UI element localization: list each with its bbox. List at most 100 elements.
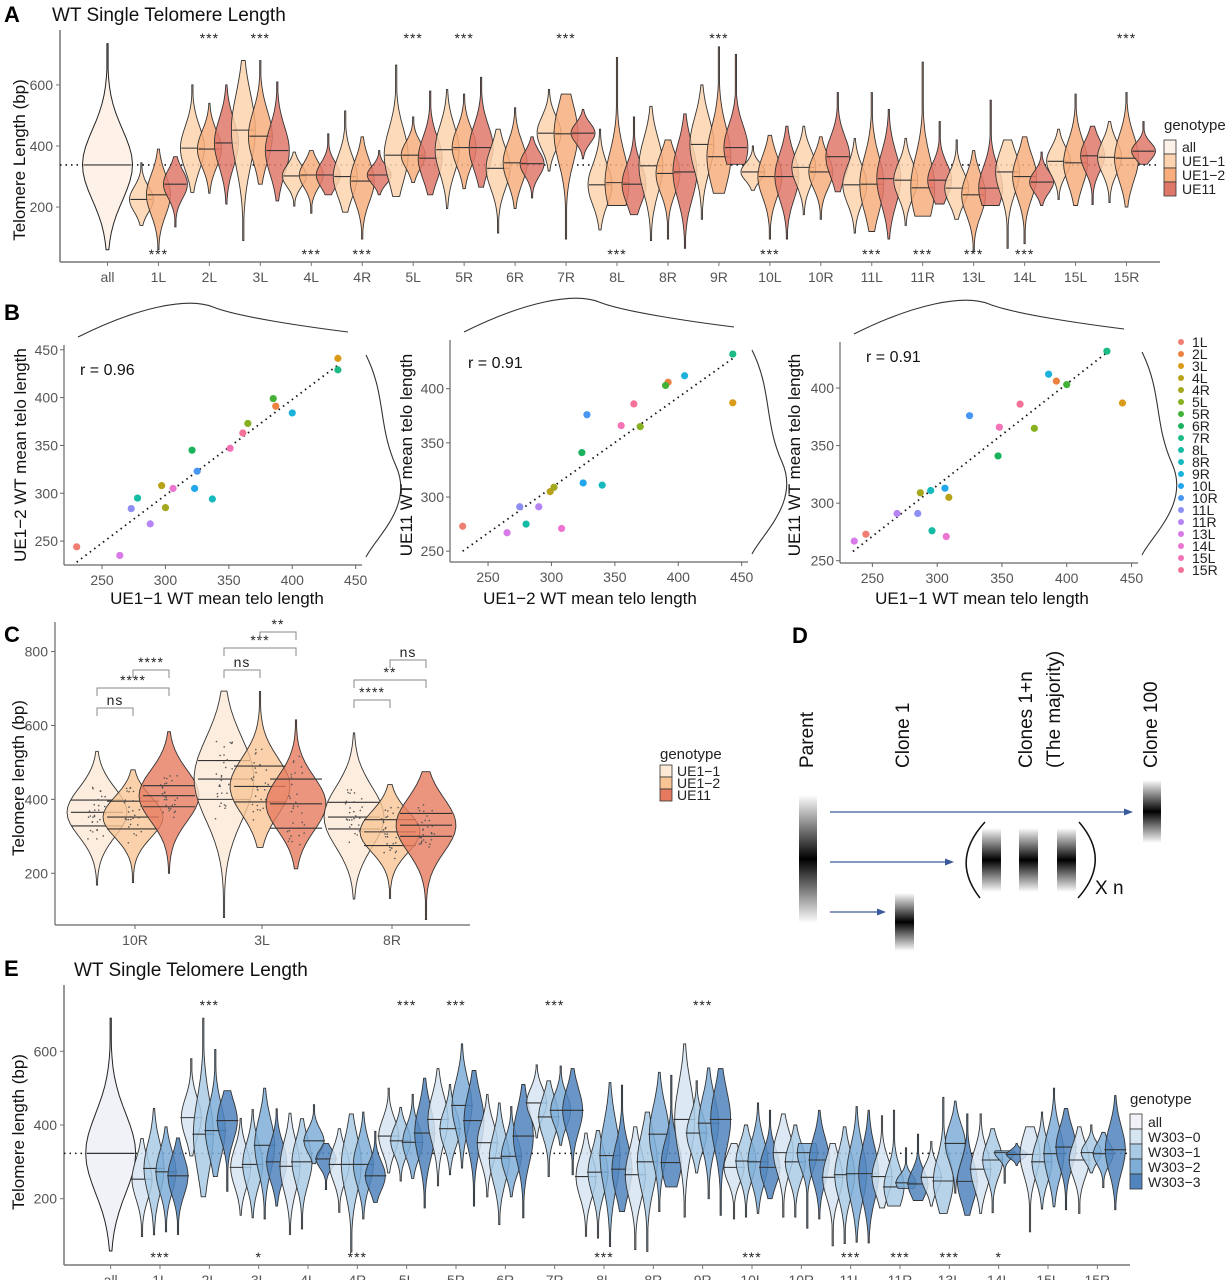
- point-5R: [661, 381, 670, 390]
- violin-UE11: [265, 719, 327, 870]
- jitter-point: [260, 748, 263, 751]
- point-7R: [334, 366, 342, 374]
- significance-top: ***: [446, 997, 465, 1013]
- jitter-point: [229, 741, 232, 744]
- jitter-point: [97, 804, 100, 807]
- jitter-point: [381, 831, 384, 833]
- jitter-point: [350, 789, 353, 791]
- significance-bottom: ***: [149, 246, 168, 262]
- y-tick-label: 400: [421, 381, 445, 397]
- violin-UE11: [570, 108, 596, 160]
- jitter-point: [360, 798, 363, 800]
- legend-entry: 9R: [1192, 466, 1210, 482]
- point-2L: [1052, 377, 1060, 385]
- legend-entry: UE11: [677, 787, 711, 803]
- comparison-label: ****: [138, 654, 164, 670]
- x-tick-label: 11L: [840, 1272, 863, 1280]
- point-8R: [927, 486, 935, 495]
- violin-UE11: [417, 90, 443, 196]
- significance-top: ***: [251, 30, 270, 46]
- jitter-point: [104, 795, 106, 798]
- significance-top: ***: [397, 997, 416, 1013]
- jitter-point: [264, 782, 267, 784]
- x-tick-label: 11L: [861, 269, 884, 285]
- marginal-density-x: [463, 297, 735, 333]
- x-tick-label: 15R: [1114, 269, 1140, 285]
- jitter-point: [164, 782, 166, 785]
- point-2L: [272, 402, 280, 410]
- violin-W303-2: [1043, 1087, 1065, 1208]
- jitter-point: [254, 795, 257, 797]
- legend-entry: 5R: [1192, 406, 1210, 422]
- violin-UE1-2: [706, 46, 732, 194]
- legend-entry: 15L: [1192, 550, 1216, 566]
- x-tick-label: 450: [1120, 570, 1144, 586]
- jitter-point: [215, 773, 218, 775]
- x-tick-label: 2L: [202, 269, 218, 285]
- violin-UE1-2: [451, 93, 477, 190]
- panel-b3-y-label: UE11 WT mean telo length: [785, 354, 804, 557]
- jitter-point: [99, 790, 102, 792]
- significance-bottom: ***: [841, 1249, 860, 1265]
- jitter-point: [426, 826, 429, 828]
- jitter-point: [165, 796, 168, 799]
- legend-dot: [1178, 519, 1184, 525]
- point-5L: [1030, 424, 1038, 432]
- jitter-point: [288, 795, 291, 797]
- violin-W303-2: [648, 1071, 670, 1213]
- significance-bottom: ***: [862, 246, 881, 262]
- significance-bottom: ***: [302, 246, 321, 262]
- point-6R: [188, 446, 196, 454]
- clone-100-label: Clone 100: [1141, 681, 1162, 768]
- jitter-point: [125, 818, 128, 821]
- violin-UE1-1: [536, 89, 562, 172]
- jitter-point: [169, 808, 172, 810]
- y-tick-label: 600: [30, 77, 54, 93]
- violin-UE11: [163, 156, 188, 228]
- point-11L: [516, 503, 524, 511]
- jitter-point: [386, 836, 389, 838]
- panel-b2-plot: UE11 WT mean telo length UE1−2 WT mean t…: [397, 297, 788, 608]
- legend-entry: 8R: [1192, 454, 1210, 470]
- point-15R: [630, 400, 638, 408]
- legend-entry: W303−1: [1148, 1144, 1201, 1160]
- legend-dot: [1178, 339, 1184, 345]
- point-10R: [193, 467, 201, 475]
- jitter-point: [386, 815, 389, 818]
- jitter-point: [227, 783, 230, 786]
- jitter-point: [384, 833, 386, 835]
- legend-entry: 11L: [1192, 502, 1215, 518]
- y-tick-label: 250: [421, 543, 445, 559]
- jitter-point: [429, 835, 432, 838]
- panel-b1-r-annotation: r = 0.96: [80, 362, 135, 379]
- jitter-point: [348, 811, 351, 814]
- arrowhead-icon: [877, 908, 886, 916]
- jitter-point: [87, 838, 89, 840]
- panel-b2-r-annotation: r = 0.91: [468, 355, 523, 372]
- jitter-point: [353, 800, 356, 803]
- marginal-density-x: [853, 299, 1125, 335]
- violin-W303-2: [254, 1087, 276, 1220]
- significance-top: ***: [545, 997, 564, 1013]
- violin-UE1-2: [859, 92, 885, 232]
- x-tick-label: 6R: [496, 1272, 514, 1280]
- violin-UE11: [1029, 151, 1055, 206]
- jitter-point: [292, 760, 295, 762]
- x-tick-label: 300: [925, 570, 949, 586]
- jitter-point: [303, 824, 306, 826]
- jitter-point: [219, 754, 221, 757]
- panel-b2-y-label: UE11 WT mean telo length: [397, 354, 416, 557]
- x-tick-label: 4L: [303, 269, 319, 285]
- y-tick-label: 300: [35, 485, 59, 501]
- jitter-point: [393, 857, 396, 860]
- jitter-point: [89, 815, 92, 817]
- jitter-point: [220, 779, 223, 782]
- jitter-point: [354, 815, 357, 817]
- jitter-point: [256, 786, 258, 789]
- point-13L: [503, 529, 511, 537]
- significance-top: ***: [693, 997, 712, 1013]
- panel-b: B UE1−2 WT mean telo length UE1−1 WT mea…: [4, 297, 1218, 608]
- x-tick-label: 2L: [202, 1272, 218, 1280]
- legend-entry: all: [1148, 1114, 1162, 1130]
